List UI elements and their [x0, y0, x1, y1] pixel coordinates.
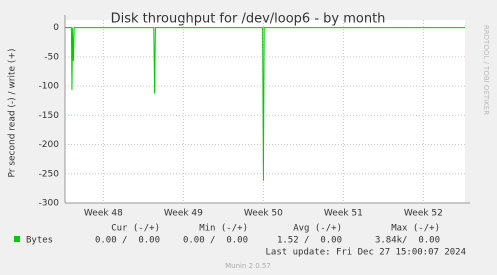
y-tick-label: -100 [39, 82, 60, 92]
plot-area [65, 20, 465, 203]
y-tick-label: -150 [39, 111, 60, 121]
x-tick-label: Week 48 [84, 209, 123, 219]
last-update: Last update: Fri Dec 27 15:00:07 2024 [266, 248, 466, 258]
legend-column-header: Max (-/+) [391, 224, 440, 234]
y-tick-label: -300 [39, 199, 60, 209]
legend-column-header: Avg (-/+) [293, 224, 342, 234]
y-tick-label: -250 [39, 169, 60, 179]
x-tick-label: Week 52 [404, 209, 443, 219]
chart-title: Disk throughput for /dev/loop6 - by mont… [111, 12, 386, 27]
legend-cell: 0.00 / 0.00 [95, 236, 160, 246]
y-tick-label: -50 [44, 52, 59, 62]
legend-cell: 3.84k/ 0.00 [375, 236, 440, 246]
legend-cell: 1.52 / 0.00 [277, 236, 342, 246]
legend-column-header: Cur (-/+) [111, 224, 160, 234]
x-tick-label: Week 50 [244, 209, 283, 219]
x-tick-label: Week 51 [324, 209, 363, 219]
y-tick-label: 0 [53, 23, 59, 33]
y-axis-label: Pr second read (-) / write (+) [8, 49, 18, 178]
legend-column-header: Min (-/+) [199, 224, 248, 234]
x-tick-label: Week 49 [164, 209, 203, 219]
legend-entry: Bytes [26, 236, 53, 246]
side-label: RRDTOOL / TOBI OETIKER [482, 25, 490, 115]
y-tick-label: -200 [39, 140, 60, 150]
footer: Munin 2.0.57 [225, 262, 271, 270]
legend-swatch [14, 236, 20, 242]
legend-cell: 0.00 / 0.00 [183, 236, 248, 246]
